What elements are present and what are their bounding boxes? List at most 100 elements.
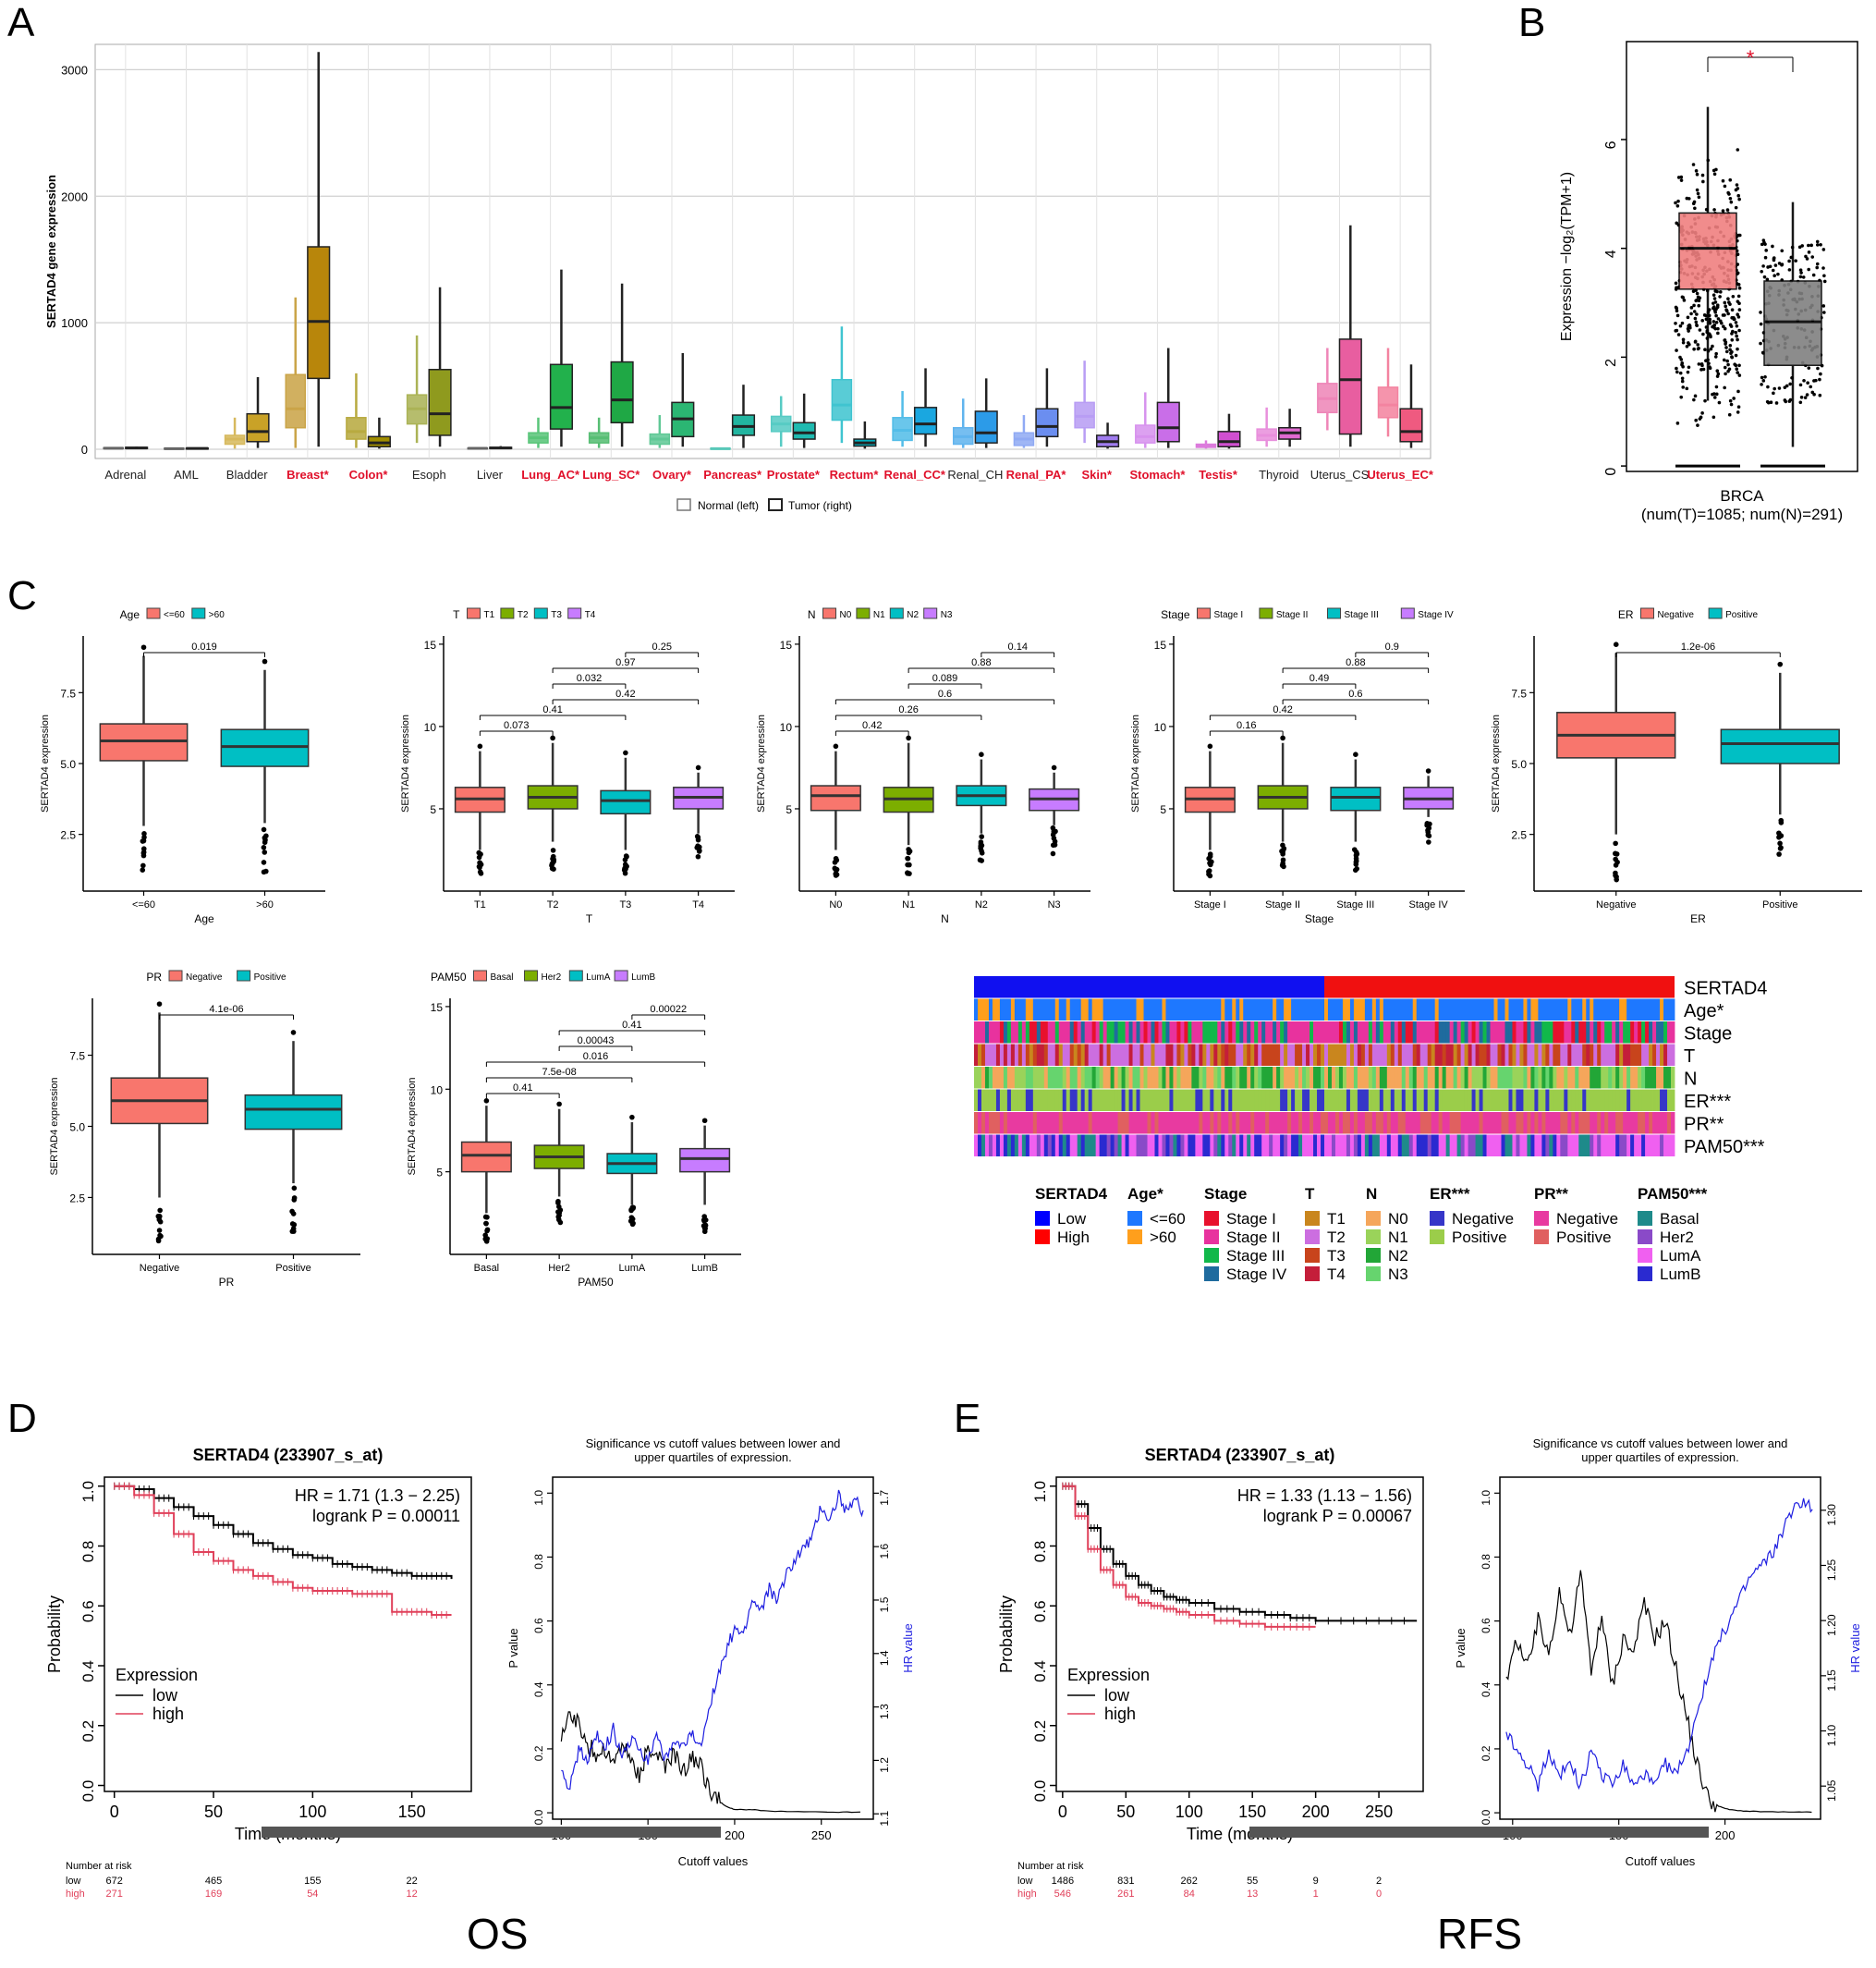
- x-tick-label: 50: [1116, 1803, 1135, 1821]
- heatmap-cell: [1416, 1089, 1421, 1111]
- heatmap-cell: [1151, 998, 1155, 1021]
- box: [1156, 401, 1180, 443]
- heatmap-cell: [984, 1044, 990, 1066]
- heatmap-cell: [1236, 1021, 1240, 1044]
- heatmap-cell: [1453, 1044, 1458, 1066]
- data-point: [1681, 337, 1686, 342]
- heatmap-cell: [1571, 1112, 1576, 1134]
- outlier: [700, 1223, 707, 1228]
- outlier: [624, 863, 629, 870]
- heatmap-cell: [1508, 1067, 1513, 1089]
- heatmap-cell: [1047, 1134, 1053, 1156]
- legend-swatch: [1305, 1266, 1320, 1281]
- heatmap-cell: [1438, 1112, 1444, 1134]
- heatmap-cell: [1117, 1021, 1122, 1044]
- y-tick-label: 0.0: [79, 1780, 97, 1803]
- box-normal-Uterus_EC*: [1377, 348, 1399, 437]
- heatmap-cell: [1151, 1134, 1155, 1156]
- heatmap-cell: [1287, 1044, 1292, 1066]
- heatmap-cell: [1586, 998, 1590, 1021]
- heatmap-cell: [1291, 1067, 1296, 1089]
- heatmap-cell: [1280, 1044, 1285, 1066]
- heatmap-cell: [1180, 1112, 1185, 1134]
- heatmap-cell: [1612, 1067, 1616, 1089]
- heatmap-cell: [1091, 1021, 1097, 1044]
- heatmap-cell: [1493, 998, 1498, 1021]
- x-tick-label: Thyroid: [1259, 468, 1298, 482]
- heatmap-cell: [1239, 1134, 1244, 1156]
- heatmap-cell: [1010, 1112, 1016, 1134]
- heatmap-cell: [1051, 1134, 1056, 1156]
- heatmap-cell: [1397, 1134, 1403, 1156]
- x-tick-label: 200: [1715, 1828, 1736, 1842]
- data-point: [1734, 205, 1738, 210]
- legend-title: T: [1305, 1185, 1315, 1203]
- risk-value: 1: [1313, 1889, 1319, 1900]
- box: [1678, 212, 1737, 290]
- heatmap-cell: [988, 1044, 993, 1066]
- heatmap-cell: [1091, 1112, 1097, 1134]
- heatmap-cell: [1066, 1112, 1071, 1134]
- x-tick-label: N2: [975, 899, 988, 911]
- heatmap-cell: [1630, 1021, 1635, 1044]
- heatmap-cell: [1062, 998, 1067, 1021]
- heatmap-cell: [1143, 1021, 1148, 1044]
- y2-tick-label: 1.20: [1825, 1614, 1838, 1636]
- legend-label: N0: [1388, 1210, 1408, 1228]
- legend-swatch: [500, 607, 515, 619]
- heatmap-cell: [1575, 1021, 1579, 1044]
- heatmap-cell: [1295, 998, 1299, 1021]
- data-point: [1725, 359, 1729, 363]
- heatmap-cell: [1258, 1134, 1262, 1156]
- heatmap-cell: [1508, 1021, 1513, 1044]
- x-tick-label: Esoph: [412, 468, 446, 482]
- heatmap-cell: [1176, 1067, 1181, 1089]
- heatmap-cell: [1357, 998, 1362, 1021]
- data-point: [1696, 191, 1700, 196]
- data-point: [1722, 324, 1725, 329]
- heatmap-cell: [1040, 1134, 1045, 1156]
- heatmap-cell: [1656, 998, 1661, 1021]
- heatmap-cell: [1397, 1044, 1403, 1066]
- data-point: [1717, 400, 1722, 405]
- heatmap-cell: [1228, 1021, 1233, 1044]
- heatmap-cell: [1331, 1112, 1336, 1134]
- heatmap-cell: [1338, 1021, 1344, 1044]
- outlier: [478, 871, 484, 876]
- heatmap-cell: [1479, 1021, 1483, 1044]
- legend-label: T4: [585, 610, 596, 620]
- heatmap-cell: [1184, 998, 1188, 1021]
- heatmap-cell: [1036, 1112, 1042, 1134]
- heatmap-cell: [1284, 1112, 1288, 1134]
- heatmap-cell: [1438, 1067, 1444, 1089]
- heatmap-cell: [1058, 998, 1064, 1021]
- heatmap-cell: [1660, 1067, 1664, 1089]
- hr-label: HR = 1.71 (1.3 − 2.25): [295, 1486, 460, 1505]
- x-tick-label: Positive: [275, 1263, 311, 1274]
- x-tick-label: Renal_CH: [947, 468, 1003, 482]
- heatmap-cell: [1471, 1089, 1476, 1111]
- heatmap-cell: [1125, 1044, 1129, 1066]
- data-point: [1724, 304, 1728, 309]
- heatmap-cell: [1438, 1089, 1444, 1111]
- heatmap-cell: [1530, 1044, 1535, 1066]
- heatmap-cell: [1346, 1134, 1351, 1156]
- heatmap-cell: [1560, 1044, 1565, 1066]
- heatmap-cell: [1032, 998, 1038, 1021]
- pval-label: 0.88: [1346, 657, 1365, 668]
- outlier: [979, 834, 985, 839]
- data-point: [1798, 383, 1803, 387]
- heatmap-row-label: N: [1684, 1070, 1697, 1090]
- y-tick-label: 0.8: [1480, 1554, 1492, 1570]
- legend-swatch: [1035, 1229, 1050, 1244]
- heatmap-cell: [1317, 1134, 1322, 1156]
- data-point: [1674, 329, 1678, 333]
- heatmap-cell: [1519, 1112, 1524, 1134]
- data-point: [1821, 266, 1825, 270]
- heatmap-cell: [1405, 1044, 1410, 1066]
- heatmap-cell: [1434, 998, 1440, 1021]
- km-curve-high: [114, 1485, 452, 1616]
- pval-label: 0.16: [1236, 720, 1256, 731]
- heatmap-cell: [1091, 1089, 1097, 1111]
- heatmap-cell: [1313, 1044, 1318, 1066]
